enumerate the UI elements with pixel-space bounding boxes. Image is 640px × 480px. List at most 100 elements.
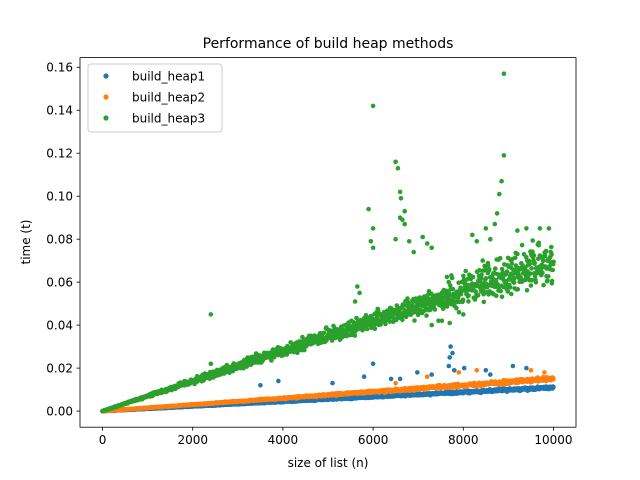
- build_heap1-point: [452, 368, 457, 373]
- build_heap3-point: [355, 284, 360, 289]
- build_heap3-point: [549, 244, 554, 250]
- build_heap3-point: [537, 226, 543, 231]
- build_heap3-point: [366, 206, 371, 212]
- build_heap1-point: [397, 376, 403, 382]
- build_heap3-point: [439, 318, 445, 324]
- build_heap3-point: [402, 208, 408, 214]
- build_heap3-point: [364, 326, 370, 332]
- plot-area: [100, 71, 556, 414]
- build_heap1-point: [524, 365, 529, 371]
- build_heap3-point: [302, 347, 307, 353]
- build_heap2-point: [456, 370, 462, 375]
- build_heap3-point: [497, 191, 502, 197]
- build_heap3-point: [541, 282, 546, 288]
- build_heap3-point: [493, 266, 498, 271]
- build_heap3-point: [542, 253, 548, 259]
- build_heap3-point: [515, 251, 520, 257]
- build_heap3-legend-label: build_heap3: [132, 111, 205, 125]
- build_heap3-point: [532, 260, 537, 266]
- build_heap3-point: [524, 226, 529, 231]
- build_heap3-point: [400, 317, 405, 323]
- build_heap3-point: [531, 253, 537, 258]
- build_heap1-point: [551, 384, 556, 390]
- build_heap3-point: [425, 292, 431, 298]
- build_heap3-point: [498, 288, 503, 294]
- build_heap3-point: [424, 313, 429, 318]
- build_heap3-point: [393, 236, 398, 242]
- build_heap1-point: [258, 383, 263, 388]
- y-tick-label: 0.08: [46, 232, 73, 246]
- build_heap3-point: [540, 270, 545, 276]
- build_heap1-point: [361, 374, 367, 380]
- build_heap1-point: [448, 344, 453, 349]
- build_heap3-point: [546, 274, 551, 279]
- build_heap3-point: [370, 103, 376, 109]
- build_heap3-point: [405, 296, 410, 301]
- build_heap3-point: [480, 258, 486, 263]
- build_heap1-point: [447, 355, 453, 360]
- build_heap3-point: [492, 221, 498, 227]
- build_heap3-point: [536, 240, 542, 246]
- build_heap3-point: [515, 287, 521, 292]
- y-axis-label: time (t): [19, 220, 33, 265]
- build_heap3-point: [424, 241, 430, 246]
- build_heap2-legend-label: build_heap2: [132, 90, 205, 104]
- legend: build_heap1 build_heap2 build_heap3: [87, 63, 223, 133]
- build_heap3-point: [497, 255, 503, 261]
- build_heap1-point: [276, 378, 281, 384]
- build_heap3-point: [477, 268, 482, 273]
- build_heap3-point: [461, 312, 466, 317]
- build_heap3-point: [393, 159, 398, 165]
- build_heap3-point: [511, 280, 517, 285]
- build_heap3-point: [505, 289, 511, 294]
- build_heap3-point: [507, 285, 513, 290]
- axes-frame: [79, 57, 577, 428]
- y-tick-label: 0.04: [46, 318, 73, 332]
- build_heap3-point: [509, 291, 514, 297]
- y-tick-label: 0.02: [46, 361, 73, 375]
- build_heap3-point: [499, 294, 505, 300]
- y-axis: 0.00 0.02 0.04 0.06 0.08 0.10 0.12 0.14 0.16: [46, 60, 80, 418]
- y-tick-label: 0.06: [46, 275, 73, 289]
- build_heap3-point: [530, 238, 535, 243]
- build_heap3-point: [509, 261, 515, 266]
- build_heap3-point: [543, 248, 549, 254]
- build_heap3-point: [494, 293, 499, 299]
- x-axis: 0 2000 4000 6000 8000 10000: [99, 427, 573, 447]
- build_heap1-legend-label: build_heap1: [132, 69, 205, 83]
- build_heap3-point: [456, 309, 462, 315]
- build_heap3-point: [460, 298, 466, 303]
- build_heap3-point: [530, 249, 535, 254]
- build_heap3-point: [321, 330, 327, 336]
- build_heap3-point: [529, 278, 535, 283]
- build_heap1-point: [488, 372, 493, 377]
- build_heap3-point: [436, 318, 441, 324]
- build_heap1-point: [461, 365, 467, 371]
- build_heap3-point: [444, 274, 450, 280]
- build_heap3-point: [483, 226, 489, 231]
- build_heap3-point: [528, 283, 534, 288]
- build_heap3-point: [512, 276, 517, 281]
- build_heap3-point: [352, 299, 358, 304]
- build_heap2-series: [100, 368, 556, 414]
- build_heap1-point: [483, 368, 489, 373]
- build_heap3-point: [406, 239, 412, 244]
- build_heap2-point: [393, 380, 398, 386]
- build_heap3-point: [474, 239, 480, 244]
- build_heap3-point: [494, 211, 500, 216]
- x-tick-label: 4000: [268, 433, 299, 447]
- build_heap3-point: [428, 307, 433, 313]
- build_heap3-point: [470, 232, 475, 238]
- build_heap1-point: [415, 370, 420, 375]
- build_heap3-point: [368, 239, 374, 244]
- build_heap3-point: [411, 249, 417, 255]
- x-tick-label: 6000: [358, 433, 389, 447]
- build_heap3-point: [448, 283, 453, 288]
- build_heap3-point: [432, 307, 438, 312]
- build_heap1-point: [429, 372, 435, 377]
- build_heap2-point: [424, 374, 430, 380]
- build_heap3-point: [420, 234, 426, 240]
- build_heap3-point: [394, 303, 400, 308]
- build_heap3-point: [454, 306, 459, 311]
